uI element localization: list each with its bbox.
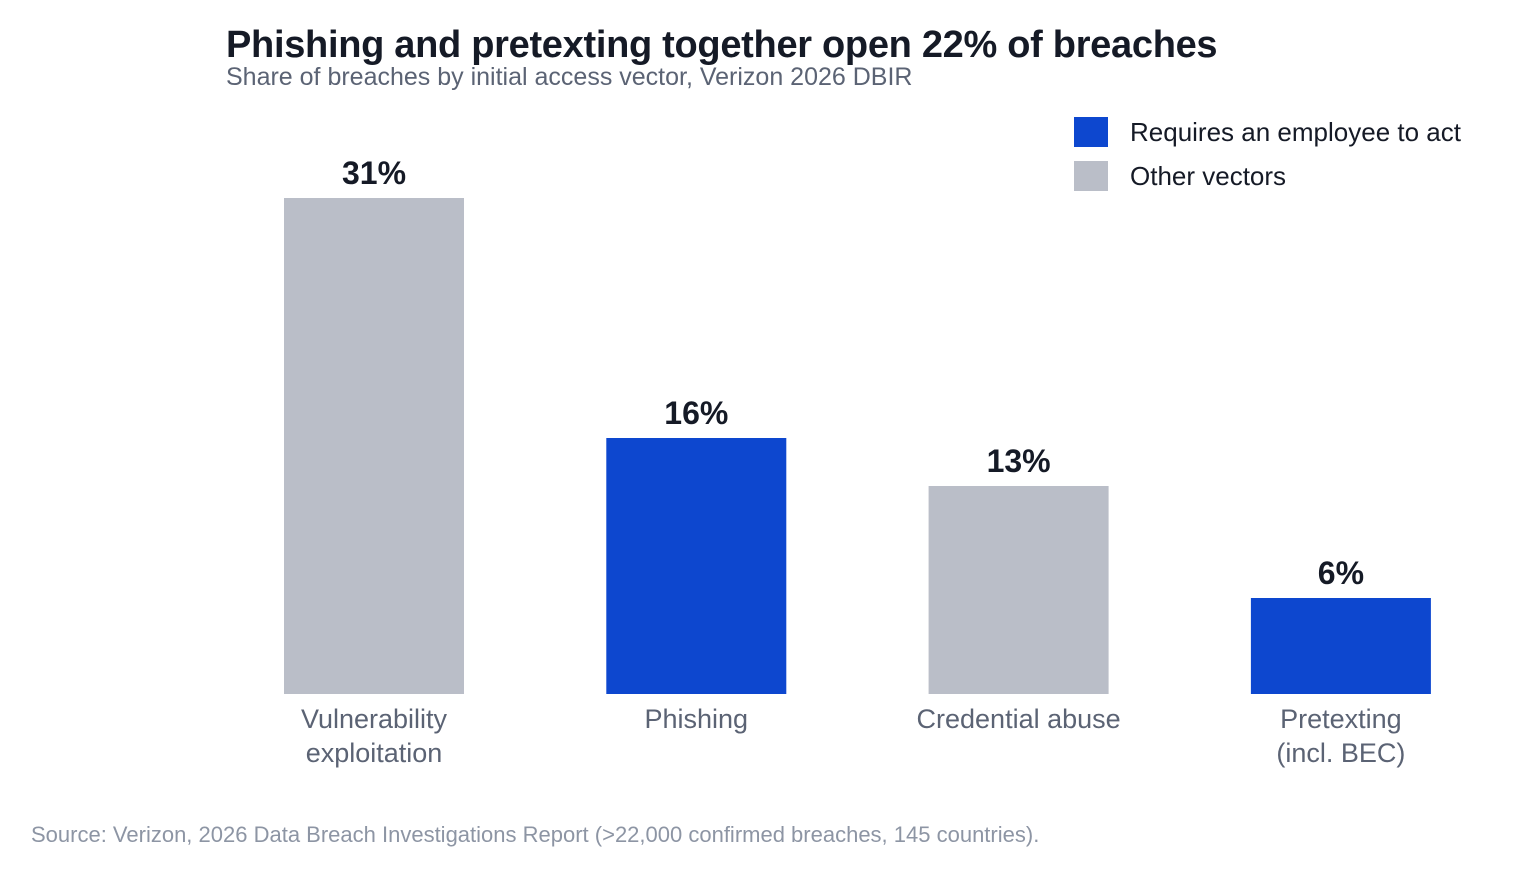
value-label-0: 31% <box>342 155 406 191</box>
value-label-3: 6% <box>1318 555 1364 591</box>
category-label-2-0: Credential abuse <box>917 704 1121 734</box>
value-labels: 31% 16% 13% 6% <box>342 155 1364 591</box>
chart-title: Phishing and pretexting together open 22… <box>226 24 1218 66</box>
category-label-0-0: Vulnerability <box>301 704 448 734</box>
value-label-1: 16% <box>664 395 728 431</box>
category-label-3-0: Pretexting <box>1280 704 1402 734</box>
category-label-1-0: Phishing <box>645 704 749 734</box>
bar-3 <box>1250 598 1431 694</box>
legend-label-other: Other vectors <box>1130 161 1286 191</box>
legend: Requires an employee to act Other vectors <box>1074 117 1462 191</box>
source-note: Source: Verizon, 2026 Data Breach Invest… <box>31 822 1040 847</box>
legend-swatch-other <box>1074 161 1108 191</box>
legend-swatch-employee <box>1074 117 1108 147</box>
value-label-2: 13% <box>987 443 1051 479</box>
chart-subtitle: Share of breaches by initial access vect… <box>226 63 913 91</box>
bar-2 <box>928 486 1109 694</box>
bar-0 <box>284 198 464 694</box>
bars <box>284 198 1431 694</box>
bar-1 <box>606 438 787 694</box>
category-label-0-1: exploitation <box>306 738 443 768</box>
legend-label-employee: Requires an employee to act <box>1130 117 1462 147</box>
category-labels: Vulnerability exploitation Phishing Credent… <box>301 704 1405 768</box>
category-label-3-1: (incl. BEC) <box>1276 738 1405 768</box>
